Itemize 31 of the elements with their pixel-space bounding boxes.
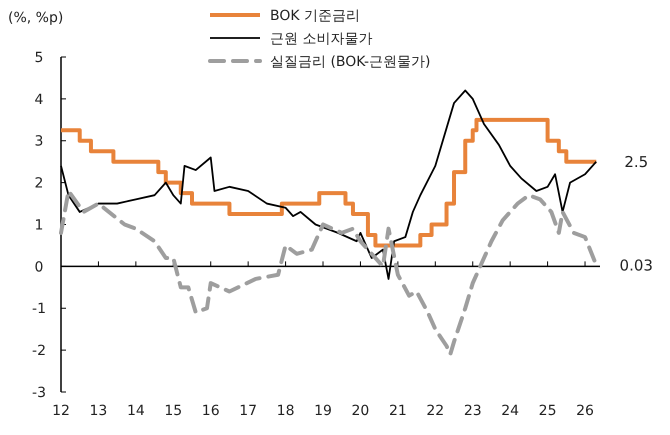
y-tick-label: 2	[34, 176, 44, 192]
y-tick-label: -3	[32, 384, 46, 401]
y-tick-label: 3	[34, 134, 44, 150]
x-tick-label: 18	[276, 403, 294, 419]
legend-label: BOK 기준금리	[270, 8, 360, 24]
y-tick-label: -1	[32, 301, 46, 318]
y-tick-label: 0	[34, 259, 44, 276]
x-tick-label: 13	[90, 403, 108, 419]
x-tick-label: 12	[52, 403, 70, 419]
x-tick-label: 14	[126, 403, 145, 419]
x-tick-label: 17	[239, 403, 258, 419]
x-tick-label: 25	[538, 403, 557, 419]
y-tick-label: 4	[34, 92, 44, 108]
y-tick-label: -2	[32, 343, 46, 360]
legend-label: 근원 소비자물가	[270, 30, 372, 47]
y-tick-label: 5	[34, 50, 44, 66]
line-series	[59, 189, 598, 356]
y-axis-title: (%, %p)	[8, 10, 64, 26]
x-tick-label: 20	[352, 403, 370, 419]
x-tick-label: 26	[576, 403, 594, 419]
x-tick-label: 19	[314, 403, 332, 419]
x-tick-label: 16	[202, 403, 220, 419]
x-tick-label: 15	[164, 403, 182, 419]
x-tick-label: 21	[388, 403, 407, 419]
x-tick-label: 23	[464, 403, 482, 419]
legend-label: 실질금리 (BOK-근원물가)	[270, 54, 431, 70]
x-tick-label: 24	[501, 403, 520, 419]
annotation: 0.03	[620, 256, 653, 274]
annotation: 2.5	[624, 152, 648, 171]
x-tick-label: 22	[426, 403, 444, 419]
y-tick-label: 1	[34, 217, 44, 234]
